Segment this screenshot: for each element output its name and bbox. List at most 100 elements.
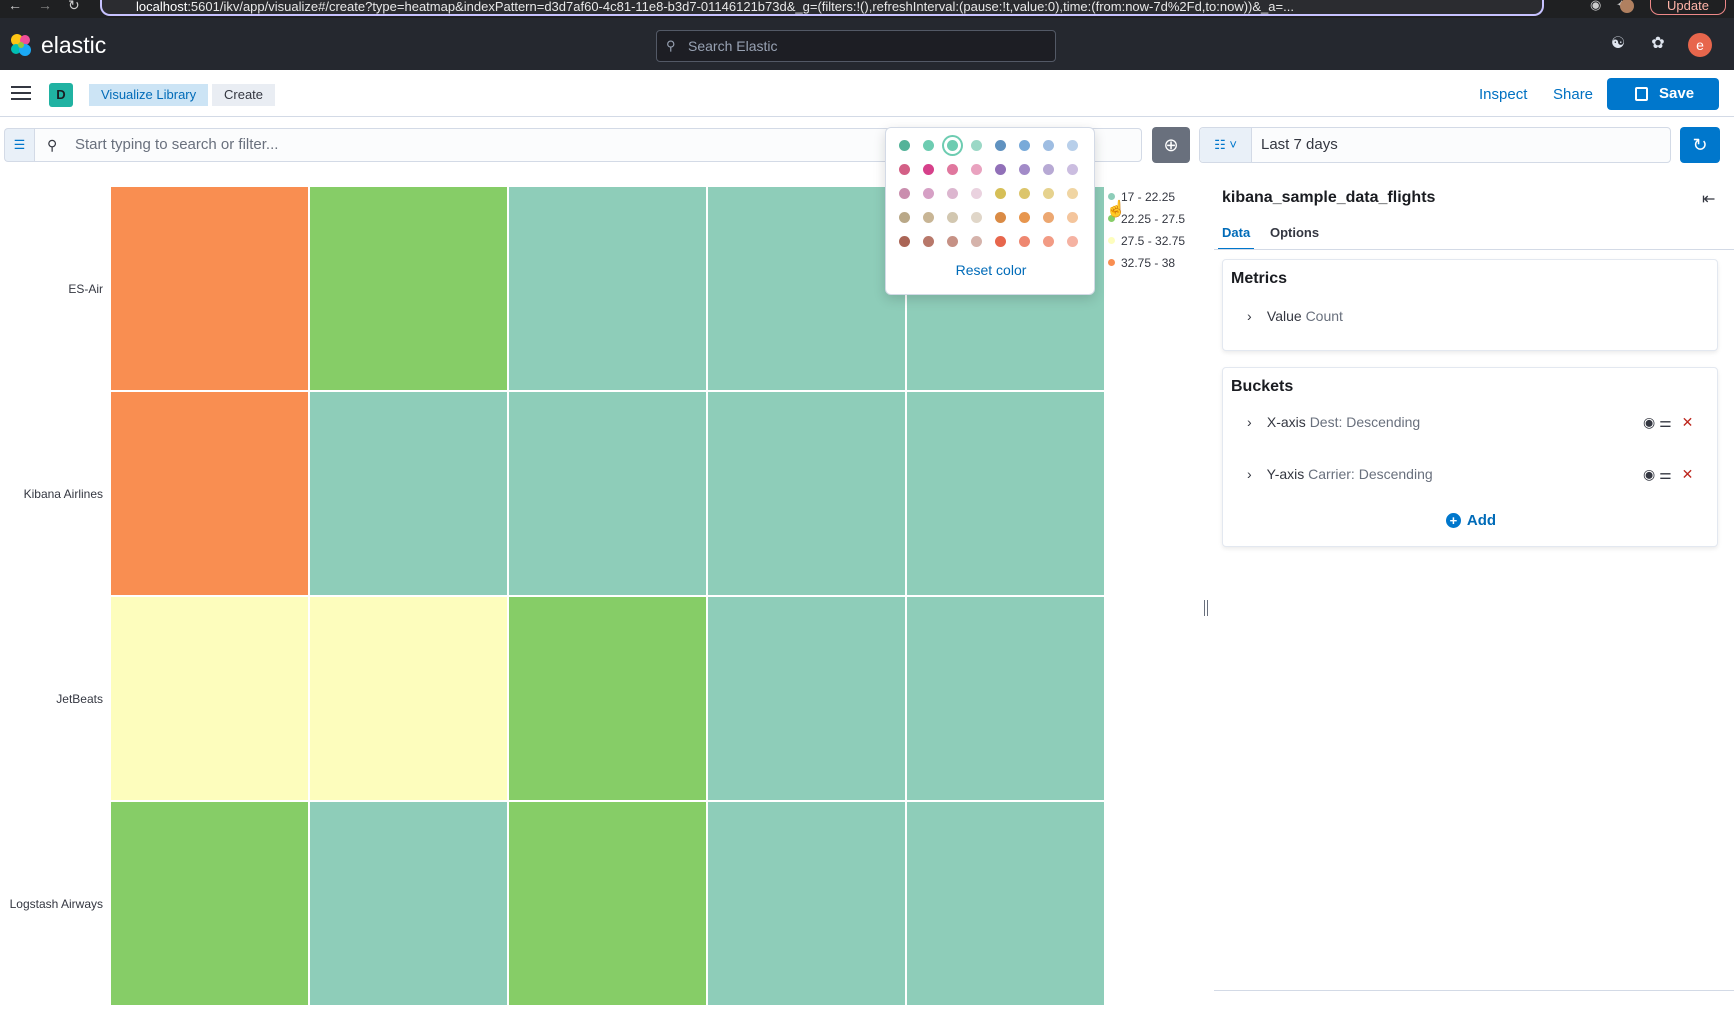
color-swatch[interactable] bbox=[923, 188, 934, 199]
color-swatch[interactable] bbox=[1043, 140, 1054, 151]
heatmap-cell[interactable] bbox=[310, 802, 507, 1005]
panel-resize-handle[interactable] bbox=[1204, 600, 1208, 616]
share-link[interactable]: Share bbox=[1553, 86, 1594, 103]
color-swatch[interactable] bbox=[947, 212, 958, 223]
color-swatch[interactable] bbox=[899, 164, 910, 175]
chevron-right-icon[interactable]: › bbox=[1247, 466, 1252, 482]
color-swatch[interactable] bbox=[1019, 140, 1030, 151]
color-swatch[interactable] bbox=[923, 164, 934, 175]
color-swatch[interactable] bbox=[971, 212, 982, 223]
bucket-row-x-axis[interactable]: › X-axis Dest: Descending bbox=[1247, 414, 1420, 430]
color-swatch[interactable] bbox=[899, 140, 910, 151]
color-swatch[interactable] bbox=[1043, 236, 1054, 247]
back-icon[interactable]: ← bbox=[8, 0, 22, 13]
color-swatch[interactable] bbox=[995, 140, 1006, 151]
eye-icon[interactable]: ◉ bbox=[1643, 414, 1656, 430]
metric-row[interactable]: › Value Count bbox=[1247, 308, 1343, 324]
legend-item[interactable]: 32.75 - 38 bbox=[1108, 256, 1175, 270]
heatmap-cell[interactable] bbox=[509, 392, 706, 595]
heatmap-cell[interactable] bbox=[907, 802, 1104, 1005]
color-swatch[interactable] bbox=[971, 164, 982, 175]
eye-icon[interactable]: ◉ bbox=[1643, 466, 1656, 482]
color-swatch[interactable] bbox=[995, 236, 1006, 247]
date-range-label[interactable]: Last 7 days bbox=[1261, 136, 1338, 153]
color-swatch[interactable] bbox=[899, 212, 910, 223]
color-swatch[interactable] bbox=[947, 140, 958, 151]
refresh-button[interactable]: ↻ bbox=[1680, 127, 1720, 163]
heatmap-cell[interactable] bbox=[708, 187, 905, 390]
color-swatch[interactable] bbox=[1019, 212, 1030, 223]
color-swatch[interactable] bbox=[1043, 212, 1054, 223]
heatmap-cell[interactable] bbox=[708, 802, 905, 1005]
color-swatch[interactable] bbox=[947, 164, 958, 175]
color-swatch[interactable] bbox=[899, 236, 910, 247]
drag-handle-icon[interactable]: ⚌ bbox=[1659, 414, 1672, 430]
heatmap-cell[interactable] bbox=[509, 597, 706, 800]
heatmap-cell[interactable] bbox=[111, 597, 308, 800]
filter-menu-icon[interactable]: ☰ bbox=[4, 128, 34, 162]
color-swatch[interactable] bbox=[1067, 188, 1078, 199]
heatmap-cell[interactable] bbox=[310, 392, 507, 595]
color-swatch[interactable] bbox=[1067, 212, 1078, 223]
news-feed-icon[interactable]: ✿ bbox=[1651, 35, 1665, 52]
date-picker[interactable]: ☷ ˅ Last 7 days bbox=[1199, 127, 1671, 163]
update-button[interactable]: Update bbox=[1650, 0, 1726, 15]
inspect-link[interactable]: Inspect bbox=[1479, 86, 1528, 103]
color-swatch[interactable] bbox=[971, 188, 982, 199]
color-swatch[interactable] bbox=[947, 236, 958, 247]
menu-icon[interactable] bbox=[10, 82, 32, 104]
help-icon[interactable]: ☯ bbox=[1610, 35, 1626, 52]
breadcrumb-visualize-library[interactable]: Visualize Library bbox=[89, 84, 209, 106]
drag-handle-icon[interactable]: ⚌ bbox=[1659, 466, 1672, 482]
add-filter-button[interactable]: ⊕ bbox=[1152, 127, 1190, 163]
remove-icon[interactable]: ✕ bbox=[1681, 414, 1694, 430]
heatmap-cell[interactable] bbox=[111, 392, 308, 595]
color-swatch[interactable] bbox=[1067, 164, 1078, 175]
forward-icon[interactable]: → bbox=[38, 0, 52, 13]
heatmap-cell[interactable] bbox=[111, 802, 308, 1005]
heatmap-cell[interactable] bbox=[708, 597, 905, 800]
chevron-right-icon[interactable]: › bbox=[1247, 308, 1252, 324]
color-swatch[interactable] bbox=[971, 236, 982, 247]
save-button[interactable]: Save bbox=[1607, 78, 1719, 110]
color-swatch[interactable] bbox=[1019, 164, 1030, 175]
tab-options[interactable]: Options bbox=[1270, 225, 1320, 240]
legend-item[interactable]: 22.25 - 27.5 bbox=[1108, 212, 1185, 226]
legend-item[interactable]: 17 - 22.25 bbox=[1108, 190, 1175, 204]
color-swatch[interactable] bbox=[923, 212, 934, 223]
heatmap-cell[interactable] bbox=[907, 597, 1104, 800]
space-avatar[interactable]: D bbox=[49, 83, 73, 107]
color-swatch[interactable] bbox=[995, 164, 1006, 175]
color-swatch[interactable] bbox=[1067, 140, 1078, 151]
color-swatch[interactable] bbox=[923, 236, 934, 247]
color-swatch[interactable] bbox=[1019, 188, 1030, 199]
extension-icon[interactable]: ◉ bbox=[1590, 0, 1602, 12]
color-swatch[interactable] bbox=[899, 188, 910, 199]
color-swatch[interactable] bbox=[947, 188, 958, 199]
global-search-input[interactable]: ⚲ Search Elastic bbox=[656, 30, 1056, 62]
color-swatch[interactable] bbox=[995, 212, 1006, 223]
reset-color-link[interactable]: Reset color bbox=[955, 262, 1027, 278]
heatmap-cell[interactable] bbox=[509, 802, 706, 1005]
collapse-panel-icon[interactable]: ⇤ bbox=[1702, 191, 1716, 208]
reload-icon[interactable]: ↻ bbox=[68, 0, 80, 13]
color-swatch[interactable] bbox=[971, 140, 982, 151]
color-swatch[interactable] bbox=[923, 140, 934, 151]
legend-item[interactable]: 27.5 - 32.75 bbox=[1108, 234, 1185, 248]
color-swatch[interactable] bbox=[1067, 236, 1078, 247]
remove-icon[interactable]: ✕ bbox=[1681, 466, 1694, 482]
heatmap-cell[interactable] bbox=[708, 392, 905, 595]
address-bar[interactable]: localhost:5601/ikv/app/visualize#/create… bbox=[100, 0, 1544, 16]
user-avatar[interactable]: e bbox=[1688, 33, 1712, 57]
add-bucket-button[interactable]: + Add bbox=[1223, 512, 1719, 529]
heatmap-cell[interactable] bbox=[111, 187, 308, 390]
chevron-right-icon[interactable]: › bbox=[1247, 414, 1252, 430]
elastic-logo-icon[interactable] bbox=[8, 32, 34, 58]
tab-data[interactable]: Data bbox=[1218, 225, 1255, 250]
heatmap-cell[interactable] bbox=[907, 392, 1104, 595]
logo-text[interactable]: elastic bbox=[41, 32, 107, 58]
color-swatch[interactable] bbox=[1043, 188, 1054, 199]
heatmap-cell[interactable] bbox=[509, 187, 706, 390]
color-swatch[interactable] bbox=[995, 188, 1006, 199]
heatmap-cell[interactable] bbox=[310, 597, 507, 800]
